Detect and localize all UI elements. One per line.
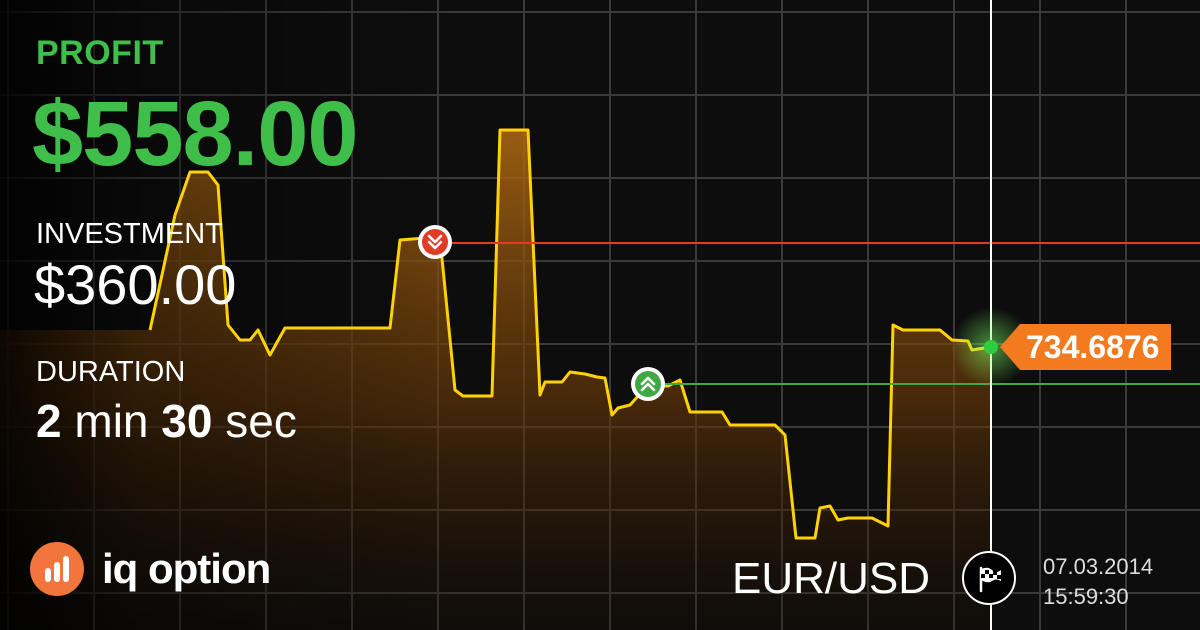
brand-logo: iq option — [30, 542, 271, 596]
bar-chart-logo-icon — [30, 542, 84, 596]
asset-pair: EUR/USD — [732, 554, 931, 603]
duration-seconds: 30 — [161, 395, 213, 447]
duration-sec-unit: sec — [225, 395, 297, 447]
profit-value: $558.00 — [32, 83, 359, 185]
brand-name: iq option — [102, 545, 271, 592]
arrow-up-icon — [631, 367, 665, 401]
expiry-time: 15:59:30 — [1043, 584, 1129, 609]
duration-label: DURATION — [36, 356, 186, 388]
expiry-datetime: 07.03.2014 15:59:30 — [1043, 552, 1153, 612]
investment-value: $360.00 — [34, 253, 237, 316]
duration-value: 2 min 30 sec — [36, 394, 297, 448]
duration-minutes: 2 — [36, 395, 62, 447]
checkered-flag-icon — [962, 551, 1016, 605]
price-line — [148, 128, 991, 540]
arrow-down-icon — [418, 225, 452, 259]
current-price-dot — [984, 340, 998, 354]
current-price-tag: 734.6876 — [1000, 324, 1172, 370]
expiry-date: 07.03.2014 — [1043, 554, 1154, 579]
profit-label: PROFIT — [36, 34, 164, 72]
duration-min-unit: min — [74, 395, 149, 447]
current-price-value: 734.6876 — [1020, 324, 1172, 370]
investment-label: INVESTMENT — [36, 218, 223, 250]
